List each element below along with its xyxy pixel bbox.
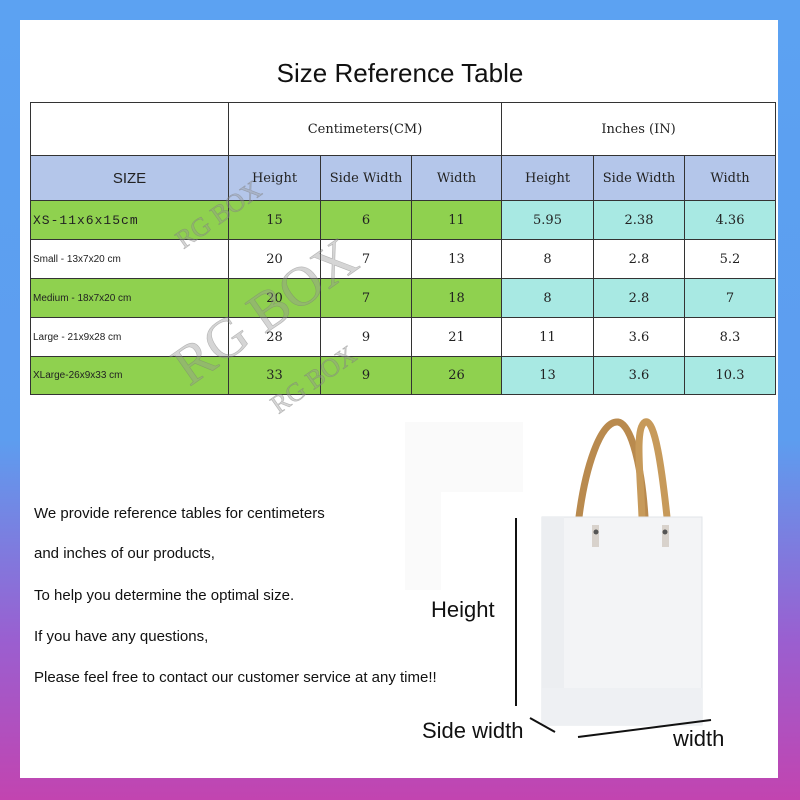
- size-cell: Small - 13x7x20 cm: [30, 239, 229, 279]
- value-cell: 9: [320, 317, 412, 357]
- value-cell: 7: [320, 278, 412, 318]
- value-cell: 2.38: [593, 200, 685, 240]
- col-header-size: SIZE: [30, 155, 229, 201]
- value-cell: 8: [501, 239, 594, 279]
- size-cell: XS-11x6x15cm: [30, 200, 229, 240]
- bag-handle: [635, 418, 671, 518]
- width-dimension-line: [577, 719, 712, 738]
- group-header-row: Centimeters(CM) Inches (IN): [30, 102, 776, 156]
- value-cell: 21: [411, 317, 502, 357]
- table-row: XLarge-26x9x33 cm 33 9 26 13 3.6 10.3: [30, 356, 776, 395]
- col-header: Height: [501, 155, 594, 201]
- description-line: Please feel free to contact our customer…: [34, 669, 437, 686]
- col-header: Side Width: [593, 155, 685, 201]
- value-cell: 18: [411, 278, 502, 318]
- value-cell: 13: [411, 239, 502, 279]
- size-cell: Large - 21x9x28 cm: [30, 317, 229, 357]
- size-cell: XLarge-26x9x33 cm: [30, 356, 229, 395]
- value-cell: 8: [501, 278, 594, 318]
- size-table: Centimeters(CM) Inches (IN) SIZE Height …: [30, 102, 776, 395]
- value-cell: 20: [228, 239, 321, 279]
- description-line: To help you determine the optimal size.: [34, 587, 295, 604]
- handle-tab: [592, 525, 599, 547]
- col-header: Height: [228, 155, 321, 201]
- value-cell: 33: [228, 356, 321, 395]
- column-header-row: SIZE Height Side Width Width Height Side…: [30, 155, 776, 201]
- size-cell: Medium - 18x7x20 cm: [30, 278, 229, 318]
- rivet: [593, 529, 599, 535]
- table-row: Small - 13x7x20 cm 20 7 13 8 2.8 5.2: [30, 239, 776, 279]
- col-header: Side Width: [320, 155, 412, 201]
- value-cell: 28: [228, 317, 321, 357]
- faint-background-shape: [405, 422, 523, 492]
- page-title: Size Reference Table: [276, 58, 524, 88]
- col-header: Width: [411, 155, 502, 201]
- col-header: Width: [684, 155, 776, 201]
- value-cell: 7: [320, 239, 412, 279]
- bag-side: [542, 517, 564, 725]
- value-cell: 3.6: [593, 356, 685, 395]
- value-cell: 2.8: [593, 239, 685, 279]
- bag-handle: [575, 418, 649, 518]
- side-width-label: Side width: [422, 718, 524, 743]
- value-cell: 10.3: [684, 356, 776, 395]
- value-cell: 26: [411, 356, 502, 395]
- handle-tab: [662, 525, 669, 547]
- table-row: XS-11x6x15cm 15 6 11 5.95 2.38 4.36: [30, 200, 776, 240]
- empty-cell: [30, 102, 229, 156]
- description-line: We provide reference tables for centimet…: [34, 505, 325, 522]
- value-cell: 11: [501, 317, 594, 357]
- cm-group-header: Centimeters(CM): [228, 102, 502, 156]
- value-cell: 9: [320, 356, 412, 395]
- table-row: Large - 21x9x28 cm 28 9 21 11 3.6 8.3: [30, 317, 776, 357]
- value-cell: 6: [320, 200, 412, 240]
- rivet: [662, 529, 668, 535]
- side-width-dimension-line: [529, 717, 556, 733]
- height-label: Height: [431, 597, 495, 622]
- value-cell: 7: [684, 278, 776, 318]
- value-cell: 13: [501, 356, 594, 395]
- value-cell: 15: [228, 200, 321, 240]
- value-cell: 8.3: [684, 317, 776, 357]
- value-cell: 5.2: [684, 239, 776, 279]
- value-cell: 4.36: [684, 200, 776, 240]
- value-cell: 20: [228, 278, 321, 318]
- table-row: Medium - 18x7x20 cm 20 7 18 8 2.8 7: [30, 278, 776, 318]
- description-line: and inches of our products,: [34, 545, 215, 562]
- width-label: width: [673, 726, 725, 751]
- description-line: If you have any questions,: [34, 628, 209, 645]
- bag-bottom-fold: [542, 688, 702, 725]
- inch-group-header: Inches (IN): [501, 102, 776, 156]
- faint-background-shape: [405, 492, 441, 590]
